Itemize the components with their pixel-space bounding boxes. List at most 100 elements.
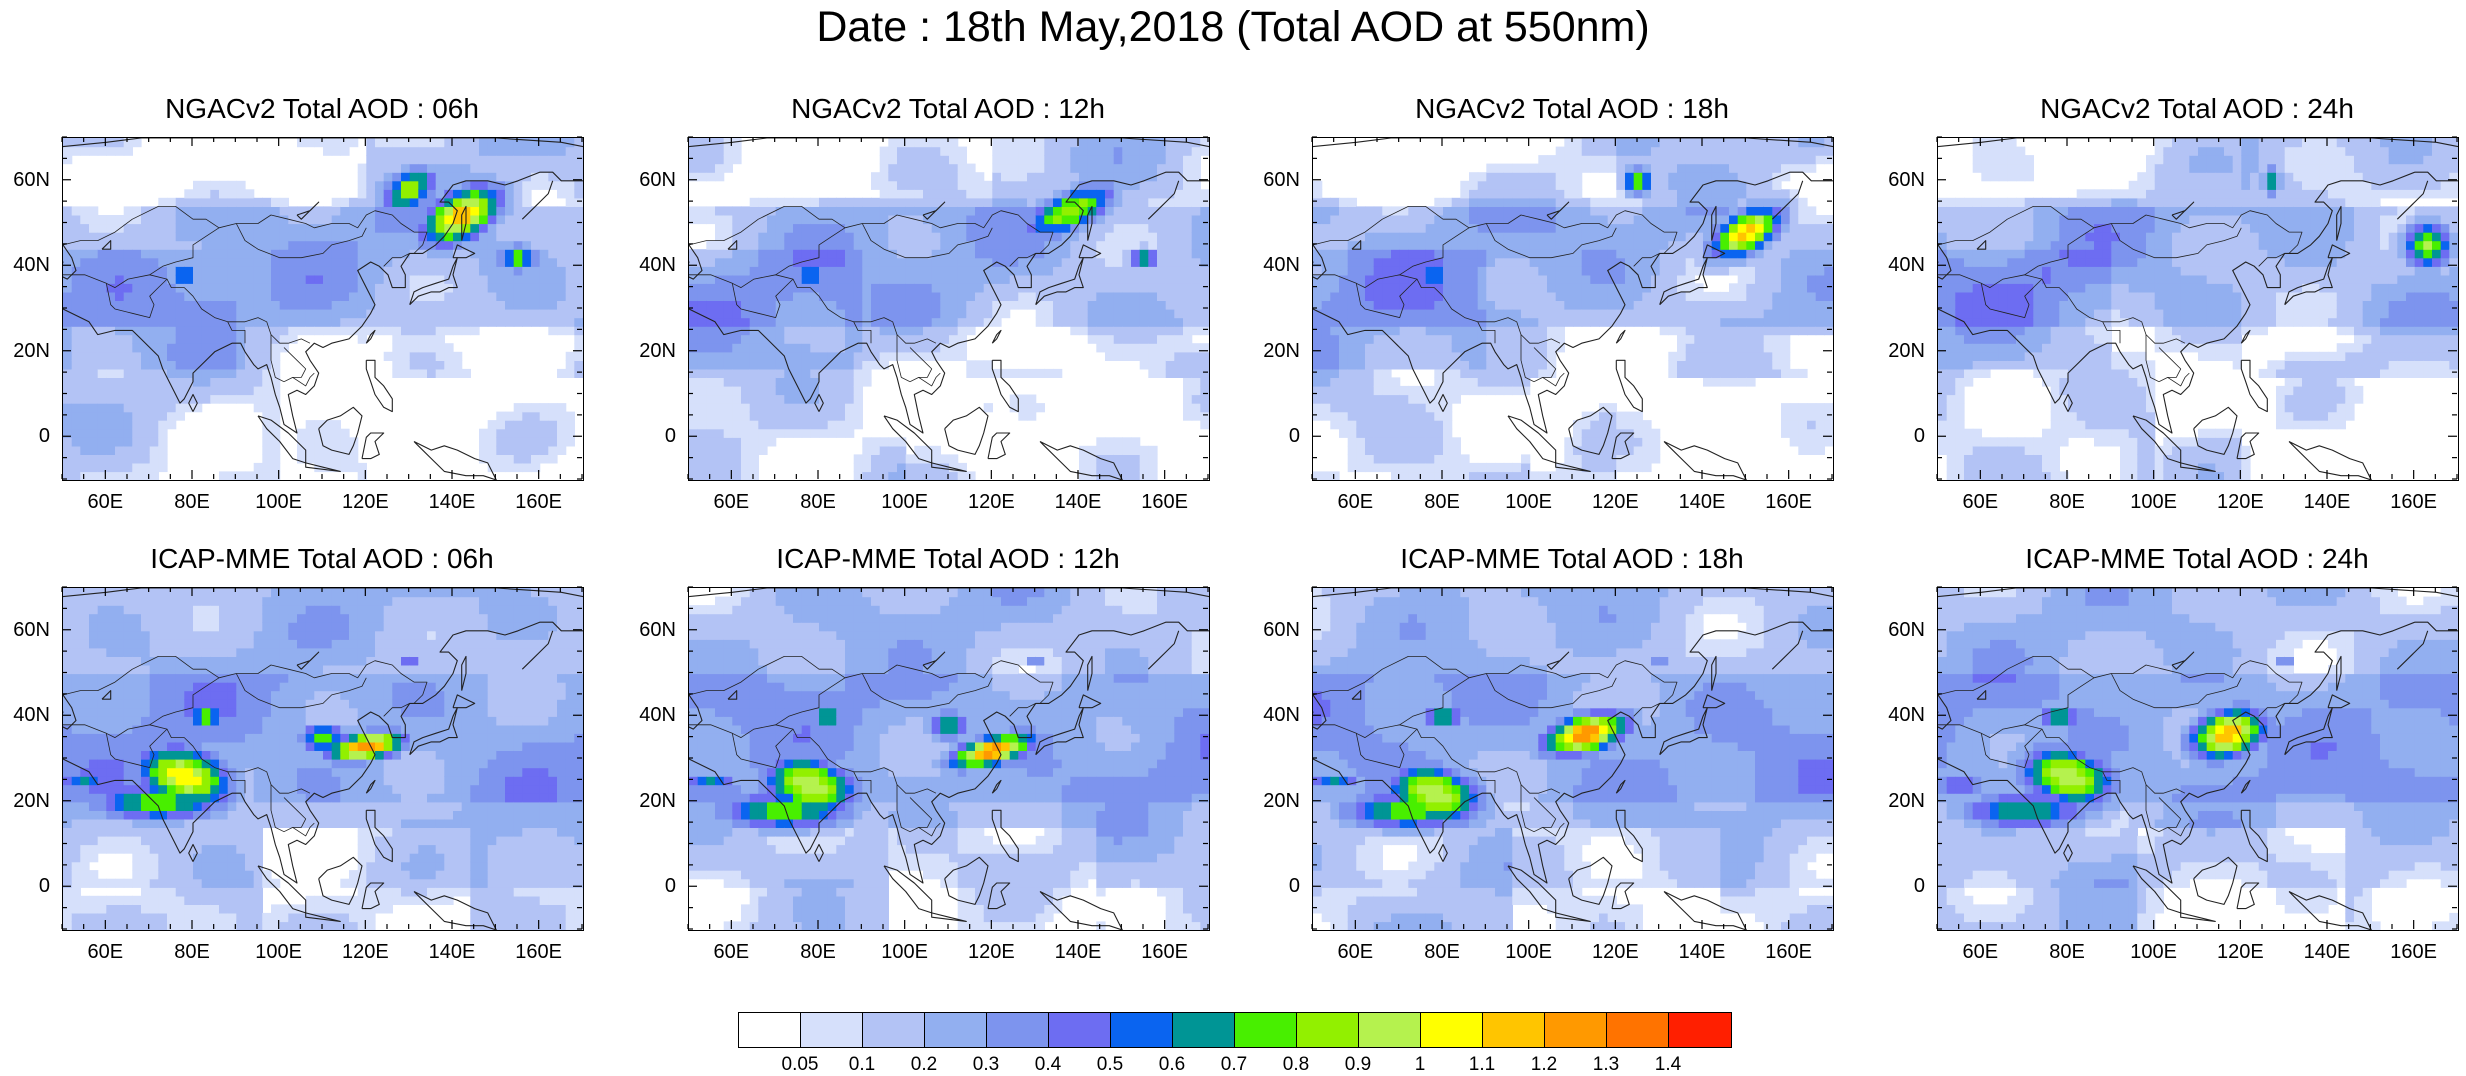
colorbar-cell xyxy=(1545,1013,1607,1047)
lat-tick-label: 20N xyxy=(1879,790,1925,812)
colorbar-label: 0.2 xyxy=(896,1054,952,1076)
colorbar-cell xyxy=(1483,1013,1545,1047)
lon-tick-label: 80E xyxy=(788,491,848,513)
lon-tick-label: 140E xyxy=(1672,491,1732,513)
axis-ticks xyxy=(1302,127,1842,489)
colorbar-cell xyxy=(1359,1013,1421,1047)
lon-tick-label: 100E xyxy=(2124,491,2184,513)
lat-tick-label: 60N xyxy=(1254,169,1300,191)
colorbar-label: 1 xyxy=(1392,1054,1448,1076)
lon-tick-label: 120E xyxy=(961,941,1021,963)
colorbar-label: 0.5 xyxy=(1082,1054,1138,1076)
lon-tick-label: 100E xyxy=(875,491,935,513)
lon-tick-label: 140E xyxy=(422,491,482,513)
lon-tick-label: 120E xyxy=(1585,491,1645,513)
lon-tick-label: 60E xyxy=(1950,941,2010,963)
panel-title: ICAP-MME Total AOD : 24h xyxy=(1937,543,2457,575)
lon-tick-label: 80E xyxy=(1412,941,1472,963)
panel-title: ICAP-MME Total AOD : 12h xyxy=(688,543,1208,575)
lon-tick-label: 80E xyxy=(2037,491,2097,513)
colorbar-label: 0.7 xyxy=(1206,1054,1262,1076)
lat-tick-label: 0 xyxy=(630,875,676,897)
colorbar-label: 1.2 xyxy=(1516,1054,1572,1076)
axis-ticks xyxy=(678,577,1218,939)
lat-tick-label: 60N xyxy=(1254,619,1300,641)
lon-tick-label: 120E xyxy=(961,491,1021,513)
lon-tick-label: 60E xyxy=(1950,491,2010,513)
lon-tick-label: 140E xyxy=(2297,491,2357,513)
axis-ticks xyxy=(1927,127,2466,489)
lon-tick-label: 60E xyxy=(701,941,761,963)
lon-tick-label: 140E xyxy=(1048,941,1108,963)
lon-tick-label: 160E xyxy=(2384,491,2444,513)
lon-tick-label: 60E xyxy=(1325,941,1385,963)
lon-tick-label: 160E xyxy=(1759,491,1819,513)
lon-tick-label: 100E xyxy=(1499,491,1559,513)
colorbar-label: 0.6 xyxy=(1144,1054,1200,1076)
panel-title: NGACv2 Total AOD : 06h xyxy=(62,93,582,125)
panel-title: NGACv2 Total AOD : 12h xyxy=(688,93,1208,125)
colorbar-cell xyxy=(987,1013,1049,1047)
lon-tick-label: 100E xyxy=(2124,941,2184,963)
colorbar-cell xyxy=(801,1013,863,1047)
lat-tick-label: 20N xyxy=(630,790,676,812)
colorbar-label: 1.1 xyxy=(1454,1054,1510,1076)
lon-tick-label: 120E xyxy=(1585,941,1645,963)
lat-tick-label: 20N xyxy=(630,340,676,362)
colorbar-cell xyxy=(1297,1013,1359,1047)
lon-tick-label: 140E xyxy=(1672,941,1732,963)
lat-tick-label: 20N xyxy=(1254,790,1300,812)
axis-ticks xyxy=(678,127,1218,489)
colorbar-label: 0.8 xyxy=(1268,1054,1324,1076)
lon-tick-label: 140E xyxy=(1048,491,1108,513)
colorbar-cell xyxy=(1049,1013,1111,1047)
lon-tick-label: 60E xyxy=(75,941,135,963)
colorbar-label: 0.05 xyxy=(772,1054,828,1076)
lat-tick-label: 0 xyxy=(1254,875,1300,897)
colorbar-cell xyxy=(739,1013,801,1047)
lat-tick-label: 60N xyxy=(4,619,50,641)
colorbar-cell xyxy=(1669,1013,1731,1047)
lat-tick-label: 40N xyxy=(630,704,676,726)
lon-tick-label: 160E xyxy=(2384,941,2444,963)
colorbar-label: 1.3 xyxy=(1578,1054,1634,1076)
colorbar-cell xyxy=(925,1013,987,1047)
colorbar-cell xyxy=(1111,1013,1173,1047)
axis-ticks xyxy=(52,577,592,939)
lon-tick-label: 160E xyxy=(1135,941,1195,963)
panel-title: NGACv2 Total AOD : 18h xyxy=(1312,93,1832,125)
lon-tick-label: 120E xyxy=(335,491,395,513)
colorbar-label: 1.4 xyxy=(1640,1054,1696,1076)
lon-tick-label: 140E xyxy=(2297,941,2357,963)
lat-tick-label: 40N xyxy=(4,254,50,276)
lat-tick-label: 20N xyxy=(1879,340,1925,362)
colorbar-cell xyxy=(863,1013,925,1047)
panel-title: ICAP-MME Total AOD : 06h xyxy=(62,543,582,575)
colorbar-cell xyxy=(1607,1013,1669,1047)
lon-tick-label: 160E xyxy=(509,491,569,513)
lon-tick-label: 80E xyxy=(1412,491,1472,513)
lon-tick-label: 120E xyxy=(2210,491,2270,513)
axis-ticks xyxy=(52,127,592,489)
lon-tick-label: 100E xyxy=(1499,941,1559,963)
lat-tick-label: 60N xyxy=(4,169,50,191)
lon-tick-label: 160E xyxy=(1759,941,1819,963)
lat-tick-label: 40N xyxy=(1254,704,1300,726)
lat-tick-label: 40N xyxy=(4,704,50,726)
aod-colorbar xyxy=(738,1012,1732,1048)
lon-tick-label: 160E xyxy=(509,941,569,963)
lon-tick-label: 60E xyxy=(701,491,761,513)
lat-tick-label: 0 xyxy=(4,425,50,447)
lon-tick-label: 60E xyxy=(1325,491,1385,513)
lat-tick-label: 0 xyxy=(630,425,676,447)
lat-tick-label: 20N xyxy=(1254,340,1300,362)
axis-ticks xyxy=(1302,577,1842,939)
lat-tick-label: 0 xyxy=(1879,425,1925,447)
lat-tick-label: 40N xyxy=(1254,254,1300,276)
lon-tick-label: 80E xyxy=(162,491,222,513)
lon-tick-label: 80E xyxy=(2037,941,2097,963)
axis-ticks xyxy=(1927,577,2466,939)
lat-tick-label: 20N xyxy=(4,340,50,362)
colorbar-label: 0.3 xyxy=(958,1054,1014,1076)
lat-tick-label: 60N xyxy=(1879,619,1925,641)
